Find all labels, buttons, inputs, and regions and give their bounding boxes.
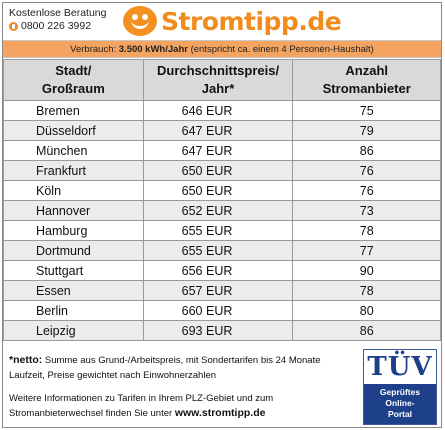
info-link[interactable]: www.stromtipp.de [174,407,266,419]
price-cell: 650 EUR [142,180,294,201]
city-cell: Berlin [3,300,144,321]
contact-phone-row: 0800 226 3992 [9,20,121,33]
price-cell: 655 EUR [142,220,294,241]
city-cell: Leipzig [3,320,144,341]
city-cell: Stuttgart [3,260,144,281]
city-cell: Bremen [3,100,144,121]
price-cell: 647 EUR [142,140,294,161]
count-cell: 90 [292,260,441,281]
footnote-text: Summe aus Grund-/Arbeitspreis, mit Sonde… [9,355,321,381]
count-cell: 79 [292,120,441,141]
contact-phone: 0800 226 3992 [21,20,92,32]
price-cell: 655 EUR [142,240,294,261]
price-table: Stadt/Großraum Durchschnittspreis/Jahr* … [3,59,441,341]
logo-text: Stromtipp.de [161,6,342,36]
count-cell: 86 [292,140,441,161]
price-cell: 693 EUR [142,320,294,341]
info-body: Weitere Informationen zu Tarifen in Ihre… [9,393,274,419]
city-cell: Essen [3,280,144,301]
table-row: Stuttgart 656 EUR 90 [3,260,441,281]
count-cell: 77 [292,240,441,261]
city-cell: München [3,140,144,161]
table-row: Bremen 646 EUR 75 [3,100,441,121]
header: Kostenlose Beratung 0800 226 3992 Stromt… [3,3,441,39]
consumption-prefix: Verbrauch: [70,44,119,55]
city-cell: Hannover [3,200,144,221]
table-row: München 647 EUR 86 [3,140,441,161]
header-price: Durchschnittspreis/Jahr* [142,59,294,101]
table-row: Berlin 660 EUR 80 [3,300,441,321]
city-cell: Köln [3,180,144,201]
count-cell: 78 [292,280,441,301]
count-cell: 76 [292,160,441,181]
header-count: Anzahl Stromanbieter [292,59,441,101]
consumption-suffix: (entspricht ca. einem 4 Personen-Haushal… [187,44,374,55]
consumption-bar: Verbrauch: 3.500 kWh/Jahr (entspricht ca… [3,40,441,58]
smiley-logo-icon [123,6,157,36]
count-cell: 78 [292,220,441,241]
table-header-row: Stadt/Großraum Durchschnittspreis/Jahr* … [3,59,441,101]
info-text: Weitere Informationen zu Tarifen in Ihre… [9,391,354,421]
table-row: Düsseldorf 647 EUR 79 [3,120,441,141]
table-row: Köln 650 EUR 76 [3,180,441,201]
footer: *netto: Summe aus Grund-/Arbeitspreis, m… [3,347,441,427]
tuv-seal: TÜV Geprüftes Online- Portal [363,349,437,425]
city-cell: Düsseldorf [3,120,144,141]
contact-info: Kostenlose Beratung 0800 226 3992 [9,7,121,33]
table-row: Essen 657 EUR 78 [3,280,441,301]
table-row: Hamburg 655 EUR 78 [3,220,441,241]
table-row: Leipzig 693 EUR 86 [3,320,441,341]
footnote-label: *netto: [9,354,43,366]
footnote: *netto: Summe aus Grund-/Arbeitspreis, m… [9,353,359,383]
city-cell: Hamburg [3,220,144,241]
price-cell: 656 EUR [142,260,294,281]
tuv-caption: Geprüftes Online- Portal [364,384,436,424]
logo: Stromtipp.de [123,5,342,37]
count-cell: 80 [292,300,441,321]
price-cell: 647 EUR [142,120,294,141]
price-cell: 657 EUR [142,280,294,301]
price-cell: 652 EUR [142,200,294,221]
price-cell: 650 EUR [142,160,294,181]
city-cell: Dortmund [3,240,144,261]
consumption-amount: 3.500 kWh/Jahr [118,44,188,55]
table-row: Hannover 652 EUR 73 [3,200,441,221]
count-cell: 86 [292,320,441,341]
contact-label: Kostenlose Beratung [9,7,107,19]
price-cell: 660 EUR [142,300,294,321]
phone-icon [9,22,18,31]
table-row: Dortmund 655 EUR 77 [3,240,441,261]
city-cell: Frankfurt [3,160,144,181]
header-city: Stadt/Großraum [3,59,144,101]
table-row: Frankfurt 650 EUR 76 [3,160,441,181]
count-cell: 75 [292,100,441,121]
price-cell: 646 EUR [142,100,294,121]
count-cell: 76 [292,180,441,201]
count-cell: 73 [292,200,441,221]
price-table-graphic: Kostenlose Beratung 0800 226 3992 Stromt… [2,2,442,428]
tuv-label: TÜV [367,352,433,382]
